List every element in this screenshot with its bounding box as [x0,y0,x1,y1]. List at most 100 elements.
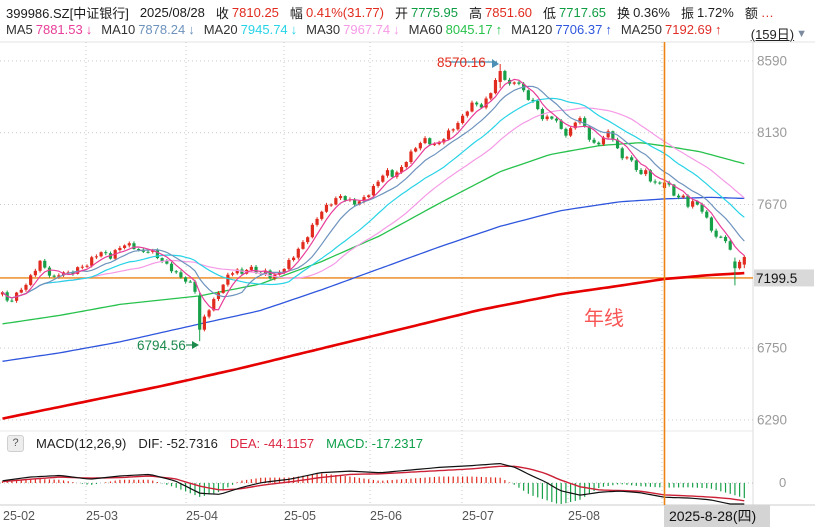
candle-body [357,201,361,205]
ma120-item: MA120 7706.37 ↑ [511,22,612,37]
period-selector[interactable]: (159日) ▼ [750,27,807,42]
x-axis-month-label: 25-02 [3,509,35,523]
candle-body [216,292,221,300]
candle-body [686,195,690,207]
candle-body [43,260,47,268]
candle-body [179,272,183,278]
candle-body [409,151,413,163]
candle-body [545,116,549,120]
candle-body [512,82,516,84]
ma60-line [2,142,745,325]
candle-body [592,139,596,143]
field-close: 收 7810.25 [215,5,279,21]
candle-body [249,266,253,270]
candle-body [212,299,216,311]
candle-body [287,260,291,269]
candle-body [99,252,103,257]
yearline-annotation-label[interactable]: 年线 [584,308,624,330]
candle-body [76,267,80,274]
y-axis-label: 6750 [757,341,787,356]
y-axis-label: 8130 [757,125,787,140]
candle-body [550,116,554,119]
candle-body [19,289,23,293]
candle-body [714,230,718,237]
candle-body [437,142,441,145]
candle-body [423,138,427,144]
chevron-down-icon: ▼ [796,27,807,40]
candle-body [338,196,343,199]
y-axis-label: 6290 [757,412,787,427]
candle-body [376,181,380,186]
candle-body [705,211,709,218]
candle-body [719,236,723,238]
candle-body [428,138,432,145]
candle-body [526,90,530,100]
candle-body [395,172,399,177]
candle-body [517,82,521,84]
ma250-item: MA250 7192.69 ↑ [620,22,722,37]
candle-body [127,243,131,246]
marked-price-label: 7199.5 [756,271,797,286]
field-amount: 额… [744,5,774,21]
candle-body [188,281,192,283]
candle-body [90,257,94,266]
candle-body [169,263,174,272]
macd-dif-value: DIF: -52.7316 [138,436,218,451]
candle-body [484,98,488,108]
ma20-line [2,97,745,299]
candle-body [207,310,211,317]
candle-body [94,256,98,258]
candle-body [733,261,737,269]
candle-body [597,142,601,145]
candle-body [639,169,643,175]
field-turnover: 换 0.36% [617,5,670,21]
candle-body [564,128,568,136]
candle-body [451,129,455,131]
quote-header: 399986.SZ[中证银行] 2025/08/28 收 7810.25 幅 0.4… [6,3,774,22]
marked-price-badge [754,269,814,287]
candle-body [174,271,178,273]
ma-legend: MA5 7881.53 ↓ MA10 7878.24 ↓ MA20 7945.74 ↓ MA… [6,22,722,37]
candle-body [381,175,385,182]
candle-body [728,241,732,250]
help-icon[interactable]: ? [7,435,24,452]
macd-name[interactable]: MACD(12,26,9) [36,436,127,451]
candle-body [658,182,662,184]
x-axis-month-label: 25-06 [370,509,402,523]
security-code[interactable]: 399986.SZ[中证银行] [6,6,129,21]
candle-body [353,199,357,205]
candle-body [324,204,329,212]
candle-body [198,295,202,330]
candle-body [132,243,136,249]
candle-body [193,281,197,292]
candle-body [432,144,437,146]
candle-body [315,218,319,225]
macd-zero-label: 0 [779,475,787,490]
high-point-label: 8570.16 [437,55,486,70]
candle-body [10,300,14,302]
candle-body [71,272,75,274]
candle-body [230,273,235,275]
candle-body [465,111,469,116]
candle-body [475,102,479,105]
candle-body [320,211,324,219]
candle-body [615,139,620,149]
candle-body [301,242,305,249]
x-axis-month-label: 25-04 [186,509,218,523]
candle-body [559,120,563,129]
candle-body [587,126,591,140]
candle-body [606,131,610,138]
macd-macd-value: MACD: -17.2317 [326,436,423,451]
candle-body [568,128,573,136]
candle-body [531,99,535,101]
candle-body [479,104,483,108]
quote-date: 2025/08/28 [139,5,205,20]
candle-body [414,148,418,152]
candle-body [118,247,122,251]
candle-body [29,275,33,285]
candle-body [85,265,89,267]
candle-body [254,266,258,273]
candle-body [47,267,52,276]
candle-body [329,204,333,206]
